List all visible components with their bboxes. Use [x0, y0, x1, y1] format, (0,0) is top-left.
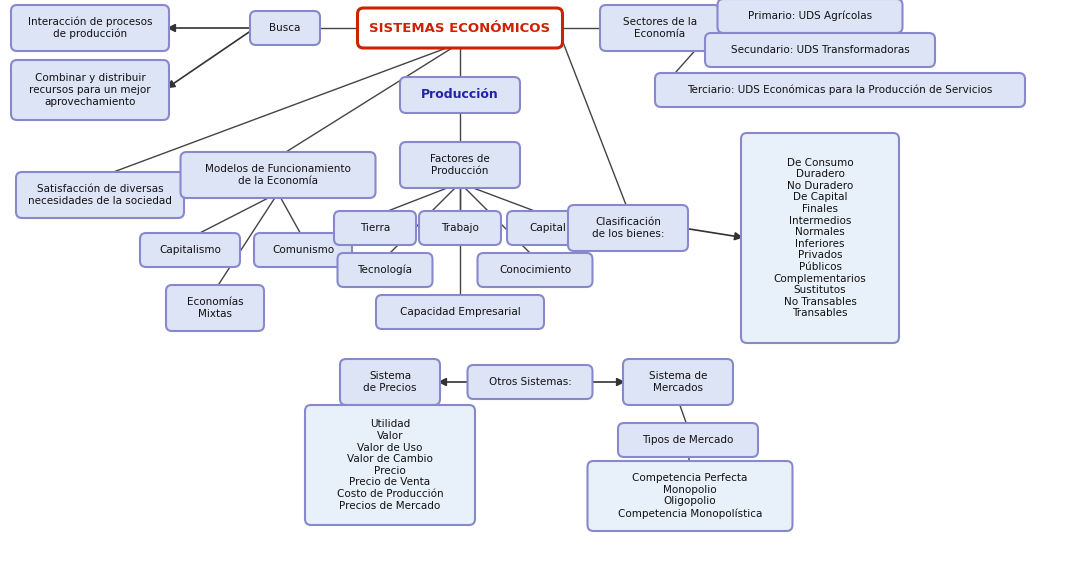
Text: Clasificación
de los bienes:: Clasificación de los bienes:	[592, 217, 664, 239]
Text: Producción: Producción	[421, 88, 499, 102]
Text: Primario: UDS Agrícolas: Primario: UDS Agrícolas	[748, 11, 872, 21]
FancyBboxPatch shape	[419, 211, 501, 245]
FancyBboxPatch shape	[400, 142, 520, 188]
FancyBboxPatch shape	[305, 405, 475, 525]
FancyBboxPatch shape	[568, 205, 688, 251]
Text: Tipos de Mercado: Tipos de Mercado	[642, 435, 734, 445]
FancyBboxPatch shape	[254, 233, 352, 267]
FancyBboxPatch shape	[357, 8, 563, 48]
FancyBboxPatch shape	[340, 359, 440, 405]
FancyBboxPatch shape	[587, 461, 793, 531]
Text: Tierra: Tierra	[359, 223, 391, 233]
Text: SISTEMAS ECONÓMICOS: SISTEMAS ECONÓMICOS	[369, 21, 551, 34]
Text: Trabajo: Trabajo	[441, 223, 479, 233]
Text: Comunismo: Comunismo	[272, 245, 334, 255]
FancyBboxPatch shape	[600, 5, 720, 51]
Text: Terciario: UDS Económicas para la Producción de Servicios: Terciario: UDS Económicas para la Produc…	[688, 85, 993, 95]
Text: Modelos de Funcionamiento
de la Economía: Modelos de Funcionamiento de la Economía	[206, 164, 351, 186]
Text: Capitalismo: Capitalismo	[159, 245, 221, 255]
FancyBboxPatch shape	[655, 73, 1025, 107]
FancyBboxPatch shape	[467, 365, 593, 399]
FancyBboxPatch shape	[16, 172, 184, 218]
Text: Secundario: UDS Transformadoras: Secundario: UDS Transformadoras	[731, 45, 909, 55]
FancyBboxPatch shape	[741, 133, 900, 343]
Text: Combinar y distribuir
recursos para un mejor
aprovechamiento: Combinar y distribuir recursos para un m…	[29, 74, 151, 107]
Text: Capital: Capital	[529, 223, 566, 233]
Text: Satisfacción de diversas
necesidades de la sociedad: Satisfacción de diversas necesidades de …	[28, 184, 172, 206]
FancyBboxPatch shape	[718, 0, 903, 33]
Text: Utilidad
Valor
Valor de Uso
Valor de Cambio
Precio
Precio de Venta
Costo de Prod: Utilidad Valor Valor de Uso Valor de Cam…	[337, 419, 443, 511]
Text: Competencia Perfecta
Monopolio
Oligopolio
Competencia Monopolística: Competencia Perfecta Monopolio Oligopoli…	[618, 473, 762, 519]
FancyBboxPatch shape	[376, 295, 544, 329]
Text: Sistema
de Precios: Sistema de Precios	[364, 371, 416, 393]
FancyBboxPatch shape	[400, 77, 520, 113]
FancyBboxPatch shape	[507, 211, 589, 245]
FancyBboxPatch shape	[478, 253, 593, 287]
Text: Tecnología: Tecnología	[357, 265, 412, 275]
Text: Capacidad Empresarial: Capacidad Empresarial	[399, 307, 521, 317]
Text: Conocimiento: Conocimiento	[499, 265, 571, 275]
FancyBboxPatch shape	[705, 33, 935, 67]
Text: Sectores de la
Economía: Sectores de la Economía	[623, 17, 697, 39]
Text: Sistema de
Mercados: Sistema de Mercados	[649, 371, 707, 393]
FancyBboxPatch shape	[181, 152, 376, 198]
FancyBboxPatch shape	[338, 253, 433, 287]
FancyBboxPatch shape	[140, 233, 240, 267]
FancyBboxPatch shape	[618, 423, 758, 457]
FancyBboxPatch shape	[250, 11, 320, 45]
FancyBboxPatch shape	[11, 60, 169, 120]
Text: Factores de
Producción: Factores de Producción	[430, 154, 490, 176]
FancyBboxPatch shape	[623, 359, 733, 405]
FancyBboxPatch shape	[11, 5, 169, 51]
Text: Economías
Mixtas: Economías Mixtas	[187, 297, 243, 319]
Text: Interacción de procesos
de producción: Interacción de procesos de producción	[28, 17, 152, 39]
Text: Busca: Busca	[269, 23, 300, 33]
FancyBboxPatch shape	[334, 211, 416, 245]
FancyBboxPatch shape	[166, 285, 264, 331]
Text: De Consumo
Duradero
No Duradero
De Capital
Finales
Intermedios
Normales
Inferior: De Consumo Duradero No Duradero De Capit…	[774, 157, 866, 319]
Text: Otros Sistemas:: Otros Sistemas:	[489, 377, 571, 387]
